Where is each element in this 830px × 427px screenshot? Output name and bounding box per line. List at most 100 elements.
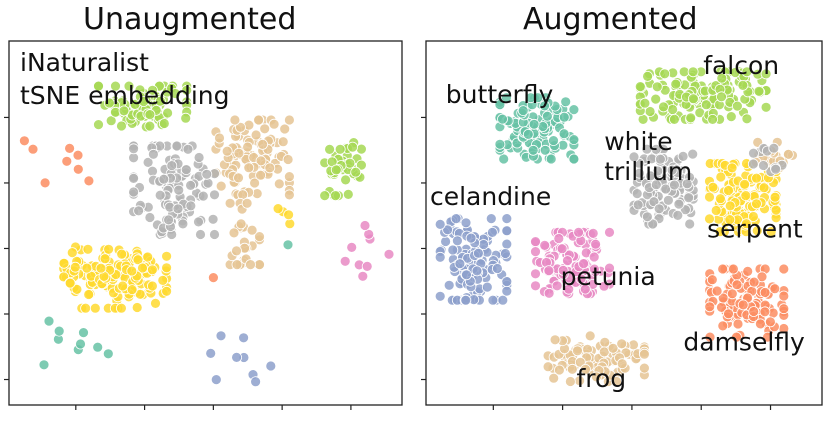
right-point-s6-64 <box>704 301 716 313</box>
right-point-s7-73 <box>565 376 576 387</box>
left-point-s9-0 <box>357 270 369 282</box>
right-point-s5-98 <box>556 243 568 255</box>
right-point-s4-100 <box>472 247 484 259</box>
left-point-s1-92 <box>277 136 289 148</box>
left-point-s5-137 <box>71 283 83 295</box>
left-point-s1-102 <box>235 121 246 133</box>
left-point-s1-50 <box>268 118 280 130</box>
right-point-s7-42 <box>639 362 650 374</box>
right-point-s1-127 <box>669 114 680 125</box>
right-point-s1-97 <box>667 104 678 115</box>
left-point-s2-21 <box>246 224 258 236</box>
right-point-s3-123 <box>715 193 726 205</box>
right-point-s1-125 <box>687 66 699 78</box>
left-point-s1-98 <box>255 155 267 167</box>
right-point-s0-63 <box>568 104 580 115</box>
right-point-s7-81 <box>554 364 565 376</box>
right-point-s1-119 <box>700 99 712 111</box>
left-point-s5-107 <box>131 302 143 313</box>
right-point-s0-71 <box>558 111 570 123</box>
right-point-s0-82 <box>545 153 557 165</box>
right-point-s6-108 <box>748 276 760 288</box>
left-point-s3-8 <box>342 188 354 200</box>
left-point-s7-8 <box>78 327 89 339</box>
left-point-s5-122 <box>117 280 129 292</box>
left-point-s4-111 <box>128 143 140 155</box>
left-point-s7-3 <box>53 325 65 337</box>
left-point-s1-57 <box>249 177 261 189</box>
left-chart-title: Unaugmented <box>83 2 297 37</box>
right-point-s5-103 <box>573 226 584 238</box>
left-point-s4-100 <box>202 177 214 189</box>
left-point-s5-129 <box>134 288 146 300</box>
left-point-s0-78 <box>147 84 158 96</box>
right-point-s6-97 <box>717 292 729 304</box>
right-point-s2-106 <box>642 211 653 223</box>
right-point-s2-59 <box>683 192 695 204</box>
left-point-s2-25 <box>235 218 247 230</box>
cluster-label-7-line-0: frog <box>576 364 626 393</box>
right-point-s4-15 <box>501 238 513 250</box>
right-point-s3-124 <box>751 225 763 237</box>
right-point-s6-112 <box>711 285 723 297</box>
left-point-s0-32 <box>144 120 156 132</box>
left-point-s0-79 <box>181 84 193 96</box>
left-point-s3-18 <box>355 143 367 155</box>
left-point-s0-88 <box>138 96 150 107</box>
right-point-s0-117 <box>517 105 529 116</box>
left-point-s5-126 <box>69 261 81 273</box>
left-point-s4-83 <box>209 229 220 240</box>
left-chart: iNaturalist tSNE embedding <box>4 40 403 410</box>
left-point-s5-90 <box>66 247 78 259</box>
left-point-s5-146 <box>99 253 111 265</box>
left-point-s2-15 <box>224 197 236 209</box>
right-point-s2-86 <box>666 164 678 176</box>
right-point-s0-103 <box>494 99 506 110</box>
right-point-s0-88 <box>527 144 539 156</box>
left-point-s7-6 <box>102 348 114 360</box>
right-point-s1-75 <box>685 112 697 124</box>
right-point-s0-106 <box>542 110 553 122</box>
right-point-s6-99 <box>778 263 790 275</box>
right-point-s5-100 <box>587 227 599 239</box>
right-point-s4-105 <box>501 285 513 297</box>
right-point-s1-135 <box>716 72 728 84</box>
right-point-s3-127 <box>741 218 752 230</box>
left-point-s1-109 <box>257 138 269 150</box>
right-point-s5-109 <box>578 258 589 270</box>
right-point-s3-126 <box>739 178 750 190</box>
right-point-s9-10 <box>768 142 780 154</box>
right-point-s6-84 <box>717 263 729 275</box>
left-point-s4-40 <box>144 212 156 223</box>
right-point-s1-130 <box>642 71 653 82</box>
right-point-s6-102 <box>759 306 771 318</box>
left-point-s8-2 <box>205 347 217 359</box>
right-point-s3-120 <box>758 182 770 194</box>
right-point-s3-117 <box>710 205 722 216</box>
cluster-label-2-line-0: white <box>604 127 672 156</box>
left-point-s4-115 <box>172 203 184 215</box>
left-point-s1-91 <box>264 162 276 174</box>
left-point-s1-82 <box>214 132 225 144</box>
right-point-s1-139 <box>716 91 727 103</box>
left-point-s10-1 <box>284 218 296 230</box>
left-point-s4-1 <box>128 152 140 164</box>
right-point-s3-116 <box>724 200 736 212</box>
right-point-s7-86 <box>580 363 591 375</box>
right-point-s9-5 <box>747 158 759 170</box>
right-point-s5-59 <box>588 251 600 263</box>
left-plot-frame <box>8 40 403 406</box>
right-point-s4-118 <box>460 294 472 306</box>
right-point-s2-102 <box>672 209 684 221</box>
left-point-s4-20 <box>207 213 219 225</box>
left-point-s1-103 <box>221 145 233 157</box>
left-point-s5-121 <box>161 285 173 297</box>
right-point-s5-95 <box>562 255 573 267</box>
cluster-label-3-line-0: celandine <box>430 182 551 211</box>
right-point-s4-99 <box>434 218 446 230</box>
left-point-s1-96 <box>233 172 244 184</box>
left-point-s5-142 <box>126 284 138 296</box>
right-point-s4-64 <box>499 248 511 259</box>
right-point-s4-119 <box>486 226 498 238</box>
right-point-s9-9 <box>770 163 782 175</box>
